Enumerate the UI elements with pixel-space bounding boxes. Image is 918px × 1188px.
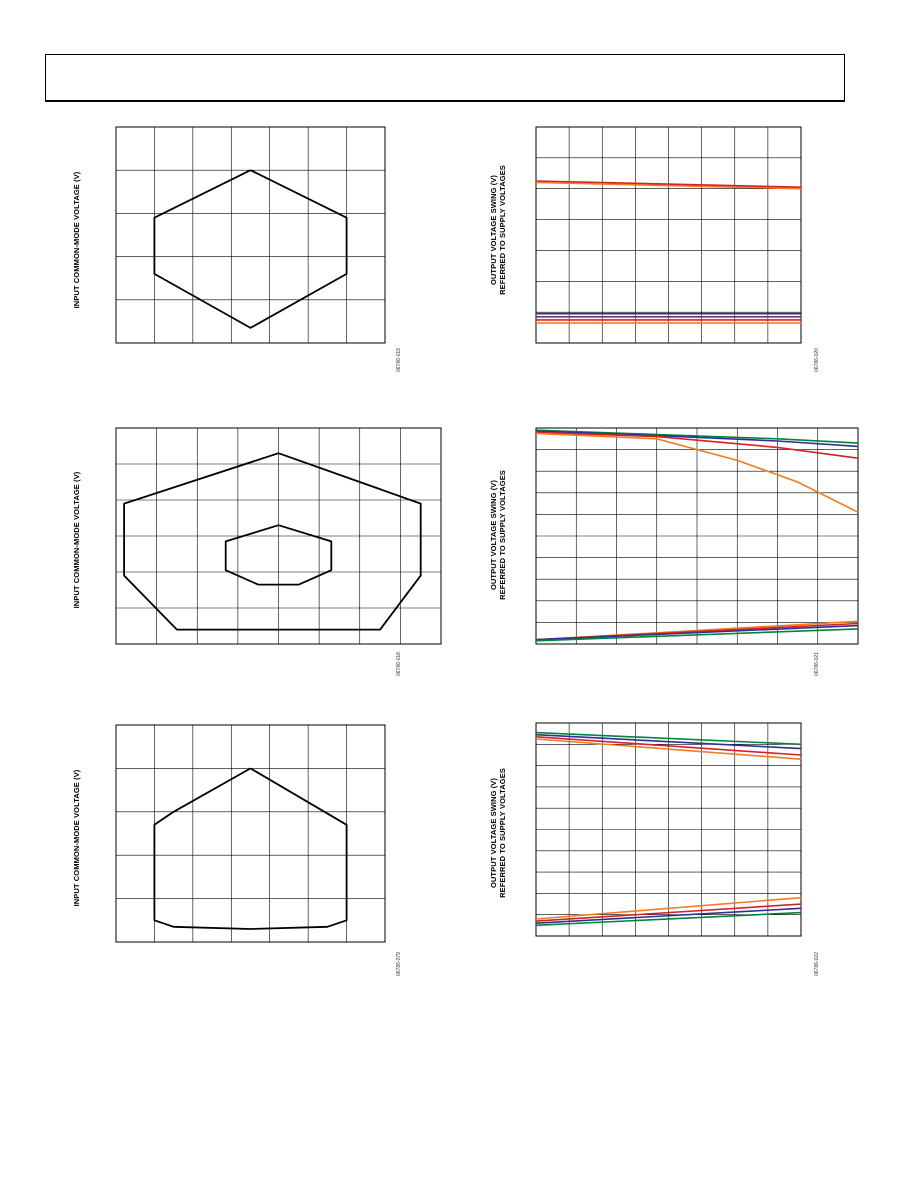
chart-panel-5: INPUT COMMON-MODE VOLTAGE (V) 06786-079 [60,718,402,983]
y-axis-label: INPUT COMMON-MODE VOLTAGE (V) [72,471,81,609]
figure-number: 06786-020 [814,348,820,372]
series-line-1 [535,180,802,188]
chart-panel-1: INPUT COMMON-MODE VOLTAGE (V) 06786-019 [60,120,402,380]
y-axis-label: OUTPUT VOLTAGE SWING (V) [489,777,498,889]
figure-number: 06786-019 [396,348,402,372]
y-axis-label-2: REFERRED TO SUPPLY VOLTAGES [498,768,507,898]
chart-svg [535,126,802,344]
series-line-1 [535,430,859,448]
series-line-3 [535,432,859,513]
chart-panel-4: OUTPUT VOLTAGE SWING (V) REFERRED TO SUP… [480,420,859,685]
series-line-1 [224,524,333,586]
series-line-7 [535,911,802,927]
plot-frame [115,126,386,344]
y-axis-label: INPUT COMMON-MODE VOLTAGE (V) [72,769,81,907]
series-line-7 [535,628,859,642]
series-line-6 [535,907,802,924]
figure-number: 06786-079 [396,952,402,976]
series-line-2 [535,431,859,459]
chart-panel-6: OUTPUT VOLTAGE SWING (V) REFERRED TO SUP… [480,718,820,983]
series-line-0 [535,429,859,444]
series-line-0 [123,452,422,631]
figure-number: 06786-018 [396,652,402,676]
series-line-0 [153,767,348,930]
chart-svg [535,722,802,937]
series-line-3 [535,738,802,760]
chart-svg [115,724,386,943]
series-line-5 [535,903,802,922]
page-header [45,54,845,102]
y-axis-label-2: REFERRED TO SUPPLY VOLTAGES [498,470,507,600]
chart-panel-3: INPUT COMMON-MODE VOLTAGE (V) 06786-018 [60,420,442,685]
series-line-0 [535,181,802,190]
y-axis-label: OUTPUT VOLTAGE SWING (V) [489,174,498,286]
y-axis-label: INPUT COMMON-MODE VOLTAGE (V) [72,171,81,309]
y-axis-label-2: REFERRED TO SUPPLY VOLTAGES [498,165,507,295]
chart-svg [535,427,859,645]
chart-svg [115,427,442,645]
chart-svg [115,126,386,344]
series-line-2 [535,736,802,756]
figure-number: 06786-021 [814,652,820,676]
series-line-0 [535,731,802,746]
figure-number: 06786-022 [814,952,820,976]
series-line-0 [153,169,348,329]
plot-frame [115,724,386,943]
y-axis-label: OUTPUT VOLTAGE SWING (V) [489,479,498,591]
chart-panel-2: OUTPUT VOLTAGE SWING (V) REFERRED TO SUP… [480,120,820,380]
series-line-6 [535,624,859,641]
series-line-1 [535,733,802,750]
series-line-4 [535,896,802,920]
